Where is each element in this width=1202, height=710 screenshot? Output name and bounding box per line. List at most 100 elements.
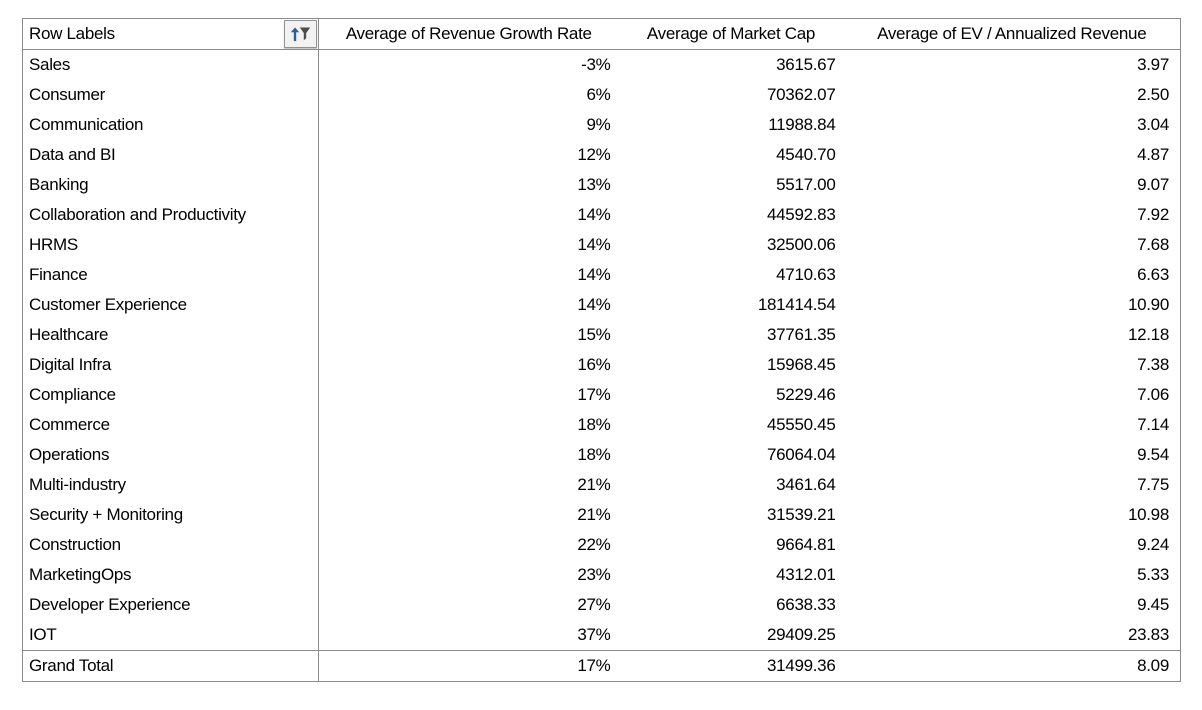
column-header-ev-annualized-revenue[interactable]: Average of EV / Annualized Revenue (843, 18, 1181, 50)
grand-total-growth-cell[interactable]: 17% (318, 650, 619, 682)
ev-cell[interactable]: 7.14 (1137, 415, 1169, 434)
row-label-cell[interactable]: Data and BI (22, 140, 319, 170)
market-cap-cell[interactable]: 76064.04 (766, 445, 836, 464)
growth-cell[interactable]: 22% (577, 535, 611, 554)
growth-cell[interactable]: 14% (577, 205, 611, 224)
growth-cell[interactable]: 27% (577, 595, 611, 614)
column-header-market-cap[interactable]: Average of Market Cap (618, 18, 844, 50)
ev-cell[interactable]: 12.18 (1127, 325, 1169, 344)
market-cap-cell[interactable]: 11988.84 (768, 115, 836, 134)
growth-cell[interactable]: 21% (577, 505, 611, 524)
growth-cell[interactable]: 14% (577, 295, 611, 314)
row-label-cell[interactable]: HRMS (22, 230, 319, 260)
ev-cell[interactable]: 7.75 (1137, 475, 1169, 494)
row-label-cell[interactable]: Healthcare (22, 320, 319, 350)
ev-cell[interactable]: 9.45 (1137, 595, 1169, 614)
ev-cell[interactable]: 7.92 (1137, 205, 1169, 224)
row-label-cell[interactable]: Compliance (22, 380, 319, 410)
table-row: Commerce 18% 45550.45 7.14 (22, 410, 1181, 440)
ev-cell[interactable]: 4.87 (1137, 145, 1169, 164)
market-cap-cell[interactable]: 5517.00 (776, 175, 836, 194)
grand-total-label-cell[interactable]: Grand Total (22, 650, 319, 682)
row-label-cell[interactable]: Developer Experience (22, 590, 319, 620)
growth-cell[interactable]: 18% (577, 445, 611, 464)
row-label-cell[interactable]: IOT (22, 620, 319, 651)
column-header-row-labels[interactable]: Row Labels (22, 18, 319, 50)
ev-cell[interactable]: 9.24 (1137, 535, 1169, 554)
ev-cell[interactable]: 3.97 (1137, 55, 1169, 74)
growth-cell[interactable]: 6% (586, 85, 611, 104)
market-cap-cell[interactable]: 29409.25 (766, 625, 836, 644)
table-footer: Grand Total 17% 31499.36 8.09 (22, 650, 1181, 682)
grand-total-ev-cell[interactable]: 8.09 (843, 650, 1181, 682)
market-cap-cell[interactable]: 4312.01 (776, 565, 836, 584)
growth-cell[interactable]: 14% (577, 265, 611, 284)
table-row: Compliance 17% 5229.46 7.06 (22, 380, 1181, 410)
grand-total-market-cap-cell[interactable]: 31499.36 (618, 650, 844, 682)
growth-cell[interactable]: 12% (577, 145, 611, 164)
row-label-cell[interactable]: Security + Monitoring (22, 500, 319, 530)
market-cap-cell[interactable]: 31539.21 (766, 505, 836, 524)
ev-cell[interactable]: 10.98 (1127, 505, 1169, 524)
ev-cell[interactable]: 6.63 (1137, 265, 1169, 284)
table-row: Security + Monitoring 21% 31539.21 10.98 (22, 500, 1181, 530)
table-body: Sales -3% 3615.67 3.97 Consumer 6% 70362.07 2.5… (22, 49, 1181, 651)
market-cap-cell[interactable]: 9664.81 (776, 535, 836, 554)
market-cap-cell[interactable]: 3461.64 (776, 475, 836, 494)
ev-cell[interactable]: 7.68 (1137, 235, 1169, 254)
market-cap-cell[interactable]: 3615.67 (776, 55, 836, 74)
ev-cell[interactable]: 2.50 (1137, 85, 1169, 104)
table-row: Consumer 6% 70362.07 2.50 (22, 80, 1181, 110)
row-label-cell[interactable]: Finance (22, 260, 319, 290)
growth-cell[interactable]: 18% (577, 415, 611, 434)
growth-cell[interactable]: 9% (586, 115, 611, 134)
growth-cell[interactable]: 21% (577, 475, 611, 494)
row-label-cell[interactable]: Communication (22, 110, 319, 140)
market-cap-cell[interactable]: 181414.54 (757, 295, 836, 314)
growth-cell[interactable]: -3% (581, 55, 611, 74)
growth-cell[interactable]: 13% (577, 175, 611, 194)
growth-cell[interactable]: 23% (577, 565, 611, 584)
market-cap-cell[interactable]: 15968.45 (766, 355, 836, 374)
row-labels-sort-filter-button[interactable] (284, 20, 317, 48)
row-label-cell[interactable]: Banking (22, 170, 319, 200)
market-cap-cell[interactable]: 37761.35 (766, 325, 836, 344)
growth-cell[interactable]: 37% (577, 625, 611, 644)
pivot-table: Row Labels Average of Revenue Growth Rat… (22, 18, 1181, 682)
row-label-cell[interactable]: MarketingOps (22, 560, 319, 590)
row-label-cell[interactable]: Consumer (22, 80, 319, 110)
table-row: Data and BI 12% 4540.70 4.87 (22, 140, 1181, 170)
row-label-cell[interactable]: Sales (22, 49, 319, 80)
market-cap-cell[interactable]: 32500.06 (766, 235, 836, 254)
ev-cell[interactable]: 9.07 (1137, 175, 1169, 194)
market-cap-cell[interactable]: 44592.83 (766, 205, 836, 224)
growth-cell[interactable]: 14% (577, 235, 611, 254)
row-label-cell[interactable]: Construction (22, 530, 319, 560)
row-label-cell[interactable]: Collaboration and Productivity (22, 200, 319, 230)
ev-cell[interactable]: 7.06 (1137, 385, 1169, 404)
growth-cell[interactable]: 16% (577, 355, 611, 374)
ev-cell[interactable]: 10.90 (1127, 295, 1169, 314)
ev-cell[interactable]: 3.04 (1137, 115, 1169, 134)
market-cap-cell[interactable]: 6638.33 (776, 595, 836, 614)
row-label-cell[interactable]: Customer Experience (22, 290, 319, 320)
table-row: Healthcare 15% 37761.35 12.18 (22, 320, 1181, 350)
market-cap-cell[interactable]: 5229.46 (776, 385, 836, 404)
market-cap-cell[interactable]: 70362.07 (766, 85, 836, 104)
market-cap-cell[interactable]: 45550.45 (766, 415, 836, 434)
growth-cell[interactable]: 17% (577, 385, 611, 404)
ev-cell[interactable]: 23.83 (1127, 625, 1169, 644)
ev-cell[interactable]: 9.54 (1137, 445, 1169, 464)
row-label-cell[interactable]: Multi-industry (22, 470, 319, 500)
market-cap-cell[interactable]: 4710.63 (776, 265, 836, 284)
table-row: Operations 18% 76064.04 9.54 (22, 440, 1181, 470)
row-label-cell[interactable]: Operations (22, 440, 319, 470)
table-row: Developer Experience 27% 6638.33 9.45 (22, 590, 1181, 620)
ev-cell[interactable]: 5.33 (1137, 565, 1169, 584)
growth-cell[interactable]: 15% (577, 325, 611, 344)
ev-cell[interactable]: 7.38 (1137, 355, 1169, 374)
column-header-revenue-growth-rate[interactable]: Average of Revenue Growth Rate (318, 18, 619, 50)
market-cap-cell[interactable]: 4540.70 (776, 145, 836, 164)
row-label-cell[interactable]: Digital Infra (22, 350, 319, 380)
row-label-cell[interactable]: Commerce (22, 410, 319, 440)
